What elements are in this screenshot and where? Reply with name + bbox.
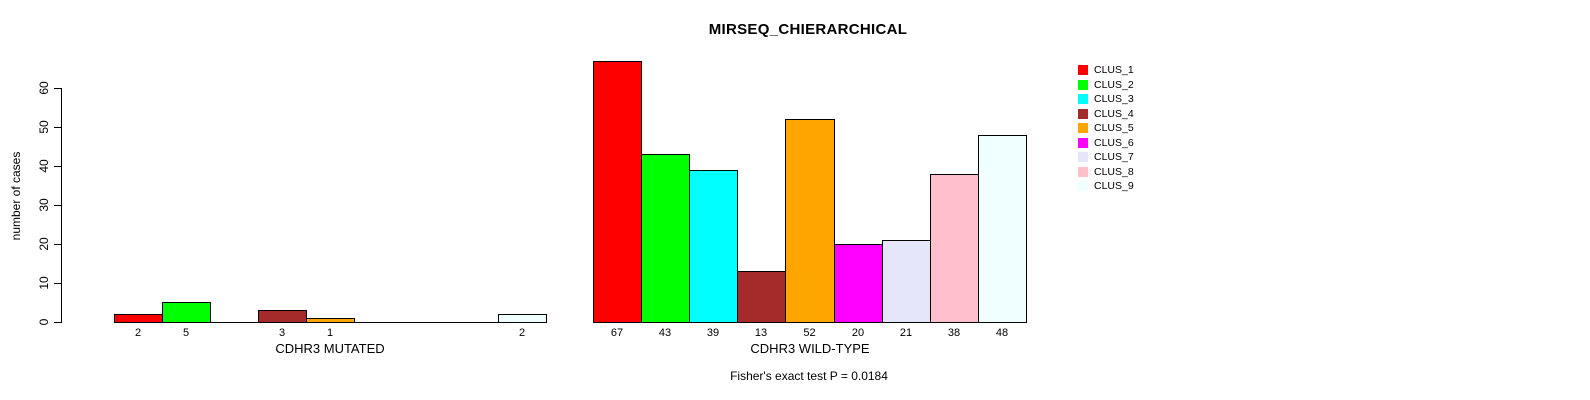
- bar-clus_4: [737, 271, 786, 323]
- legend-item: CLUS_8: [1078, 165, 1134, 179]
- legend-item: CLUS_6: [1078, 136, 1134, 150]
- legend-label: CLUS_9: [1094, 180, 1134, 192]
- y-axis-tick-label: 60: [37, 81, 51, 95]
- chart-title: MIRSEQ_CHIERARCHICAL: [708, 21, 908, 38]
- y-axis-tick-mark: [54, 244, 61, 245]
- legend-label: CLUS_7: [1094, 151, 1134, 163]
- legend-color-swatch-icon: [1078, 80, 1088, 90]
- legend-color-swatch-icon: [1078, 138, 1088, 148]
- legend-item: CLUS_5: [1078, 121, 1134, 135]
- bar-clus_9: [498, 314, 547, 323]
- legend-color-swatch-icon: [1078, 123, 1088, 133]
- y-axis-tick-mark: [54, 88, 61, 89]
- bar-clus_1: [114, 314, 163, 323]
- legend-item: CLUS_7: [1078, 150, 1134, 164]
- bar-value-label: 52: [803, 327, 816, 339]
- legend-color-swatch-icon: [1078, 109, 1088, 119]
- bar-clus_3: [689, 170, 738, 323]
- bar-clus_2: [641, 154, 690, 323]
- bar-value-label: 20: [851, 327, 865, 339]
- legend-label: CLUS_6: [1094, 137, 1134, 149]
- legend-label: CLUS_8: [1094, 166, 1134, 178]
- bar-value-label: 5: [182, 327, 190, 339]
- y-axis-tick-label: 40: [37, 159, 51, 173]
- legend-label: CLUS_5: [1094, 122, 1134, 134]
- bar-value-label: 13: [754, 327, 768, 339]
- bar-clus_4: [258, 310, 307, 323]
- bar-value-label: 1: [326, 327, 334, 339]
- bar-clus_7: [882, 240, 931, 323]
- bar-value-label: 39: [706, 327, 720, 339]
- y-axis-tick-label: 10: [37, 276, 51, 290]
- legend-item: CLUS_3: [1078, 92, 1134, 106]
- y-axis-tick-mark: [54, 166, 61, 167]
- bar-value-label: 2: [518, 327, 526, 339]
- y-axis-tick-label: 20: [37, 237, 51, 251]
- bar-clus_2: [162, 302, 211, 323]
- bar-value-label: 21: [899, 327, 913, 339]
- bar-clus_5: [306, 318, 355, 323]
- bar-value-label: 48: [995, 327, 1009, 339]
- y-axis-tick-mark: [54, 322, 61, 323]
- bar-clus_6: [834, 244, 883, 323]
- x-axis-title-wildtype: CDHR3 WILD-TYPE: [750, 341, 870, 356]
- bar-clus_8: [930, 174, 979, 323]
- bar-value-label: 3: [278, 327, 286, 339]
- legend-color-swatch-icon: [1078, 152, 1088, 162]
- x-axis-title-mutated: CDHR3 MUTATED: [275, 341, 385, 356]
- fisher-test-note: Fisher's exact test P = 0.0184: [730, 369, 888, 383]
- legend-item: CLUS_1: [1078, 63, 1134, 77]
- y-axis-tick-mark: [54, 205, 61, 206]
- y-axis-line: [61, 88, 62, 323]
- y-axis-tick-label: 50: [37, 120, 51, 134]
- legend-color-swatch-icon: [1078, 167, 1088, 177]
- bar-clus_9: [978, 135, 1027, 323]
- y-axis-tick-mark: [54, 127, 61, 128]
- legend-label: CLUS_4: [1094, 108, 1134, 120]
- legend-color-swatch-icon: [1078, 181, 1088, 191]
- legend-color-swatch-icon: [1078, 94, 1088, 104]
- legend-item: CLUS_9: [1078, 179, 1134, 193]
- legend-label: CLUS_3: [1094, 93, 1134, 105]
- legend-label: CLUS_2: [1094, 79, 1134, 91]
- bar-value-label: 38: [947, 327, 961, 339]
- y-axis-tick-label: 30: [37, 198, 51, 212]
- legend-label: CLUS_1: [1094, 64, 1134, 76]
- y-axis-tick-mark: [54, 283, 61, 284]
- legend-color-swatch-icon: [1078, 65, 1088, 75]
- y-axis-label: number of cases: [9, 151, 23, 241]
- bar-value-label: 43: [658, 327, 672, 339]
- bar-value-label: 2: [134, 327, 142, 339]
- legend-item: CLUS_4: [1078, 107, 1134, 121]
- bar-clus_5: [785, 119, 835, 323]
- y-axis-tick-label: 0: [37, 318, 51, 326]
- bar-value-label: 67: [610, 327, 624, 339]
- legend-item: CLUS_2: [1078, 78, 1134, 92]
- bar-clus_1: [593, 61, 642, 323]
